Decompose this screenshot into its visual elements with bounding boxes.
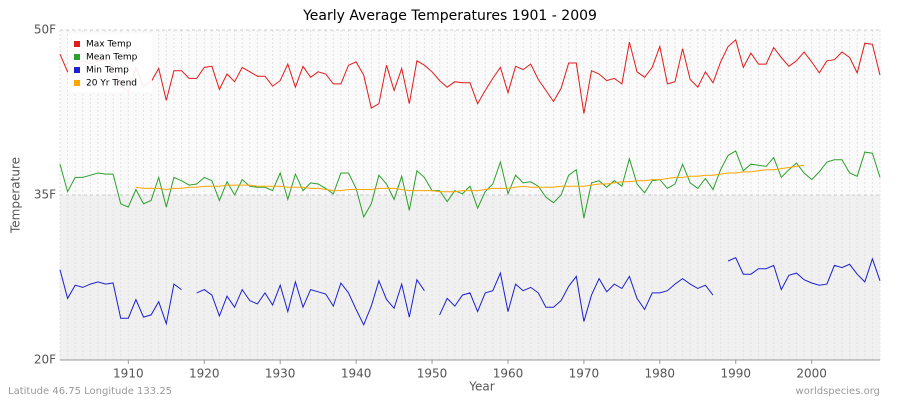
legend-label: Max Temp [86, 40, 132, 50]
x-tick-label: 1960 [493, 367, 524, 381]
series-line [59, 150, 881, 219]
series-line [59, 257, 881, 327]
legend-label: 20 Yr Trend [86, 79, 137, 89]
y-tick-label: 50F [34, 23, 56, 37]
x-tick-label: 1950 [417, 367, 448, 381]
legend-swatch [74, 54, 80, 60]
x-tick-label: 1980 [645, 367, 676, 381]
x-tick-label: 1920 [189, 367, 220, 381]
legend-box [68, 34, 152, 92]
legend-label: Min Temp [86, 66, 129, 76]
plot-area [59, 29, 881, 361]
chart-title: Yearly Average Temperatures 1901 - 2009 [302, 8, 597, 24]
legend-swatch [74, 80, 80, 86]
y-axis-label: Temperature [9, 157, 23, 234]
footer-left: Latitude 46.75 Longitude 133.25 [8, 386, 172, 397]
series-line [135, 164, 805, 193]
x-tick-label: 1930 [265, 367, 296, 381]
x-tick-label: 1970 [569, 367, 600, 381]
footer-right: worldspecies.org [796, 386, 880, 397]
x-tick-label: 1990 [720, 367, 751, 381]
series-line [59, 39, 881, 114]
x-tick-label: 1940 [341, 367, 372, 381]
legend-swatch [74, 41, 80, 47]
x-axis-label: Year [468, 380, 494, 394]
x-tick-label: 2000 [796, 367, 827, 381]
legend-swatch [74, 67, 80, 73]
legend-label: Mean Temp [86, 53, 138, 63]
y-tick-label: 20F [34, 353, 56, 367]
x-tick-label: 1910 [113, 367, 144, 381]
y-tick-label: 35F [34, 188, 56, 202]
